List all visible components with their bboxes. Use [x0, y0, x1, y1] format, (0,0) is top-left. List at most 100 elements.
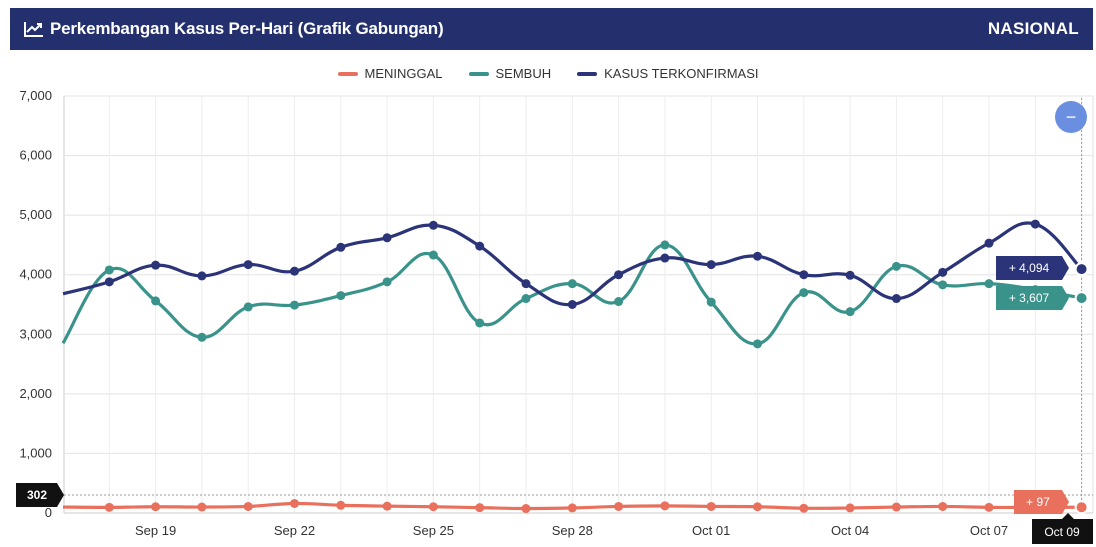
data-point-sembuh[interactable] — [1074, 291, 1089, 306]
crosshair-y-label: 302 — [16, 483, 64, 508]
data-point-sembuh[interactable] — [428, 250, 438, 260]
data-point-kasus-terkonfirmasi[interactable] — [614, 270, 624, 280]
data-point-sembuh[interactable] — [891, 261, 901, 271]
data-point-meninggal[interactable] — [614, 501, 624, 511]
data-point-meninggal[interactable] — [382, 501, 392, 511]
data-point-sembuh[interactable] — [521, 294, 531, 304]
data-point-meninggal[interactable] — [521, 504, 531, 514]
data-point-sembuh[interactable] — [151, 296, 161, 306]
data-point-sembuh[interactable] — [753, 339, 762, 349]
data-point-meninggal[interactable] — [104, 502, 114, 512]
data-point-kasus-terkonfirmasi[interactable] — [336, 242, 346, 252]
data-point-kasus-terkonfirmasi[interactable] — [197, 271, 207, 281]
data-point-kasus-terkonfirmasi[interactable] — [1030, 219, 1040, 229]
tooltip-kasus-terkonfirmasi: + 4,094 — [996, 256, 1069, 280]
data-point-kasus-terkonfirmasi[interactable] — [1074, 262, 1089, 277]
data-point-meninggal[interactable] — [475, 503, 485, 513]
data-point-meninggal[interactable] — [290, 498, 299, 508]
data-point-kasus-terkonfirmasi[interactable] — [938, 267, 948, 277]
data-point-sembuh[interactable] — [336, 291, 346, 301]
tooltip-kasus-terkonfirmasi-text: + 4,094 — [1009, 261, 1050, 275]
legend-label-meninggal: MENINGGAL — [364, 66, 443, 81]
data-point-kasus-terkonfirmasi[interactable] — [104, 277, 114, 287]
crosshair-x-label: Oct 09 — [1032, 513, 1093, 544]
legend-item-sembuh[interactable]: SEMBUH — [468, 66, 551, 81]
data-point-meninggal[interactable] — [984, 502, 994, 512]
data-point-sembuh[interactable] — [660, 240, 670, 250]
data-point-sembuh[interactable] — [104, 265, 114, 275]
zoom-out-button[interactable]: − — [1055, 101, 1087, 133]
tooltip-sembuh: + 3,607 — [996, 286, 1069, 310]
data-point-meninggal[interactable] — [706, 501, 716, 511]
data-point-sembuh[interactable] — [290, 300, 299, 310]
legend-label-kasus-terkonfirmasi: KASUS TERKONFIRMASI — [604, 66, 759, 81]
legend-swatch-kasus-terkonfirmasi — [577, 71, 598, 76]
y-tick-label: 3,000 — [19, 326, 52, 341]
data-point-sembuh[interactable] — [984, 279, 994, 289]
data-point-meninggal[interactable] — [567, 503, 577, 513]
region-label: NASIONAL — [987, 19, 1079, 38]
zoom-out-circle[interactable] — [1055, 101, 1087, 133]
data-point-kasus-terkonfirmasi[interactable] — [428, 220, 438, 230]
data-point-meninggal[interactable] — [845, 503, 855, 513]
data-point-kasus-terkonfirmasi[interactable] — [660, 253, 670, 263]
data-point-sembuh[interactable] — [243, 302, 253, 312]
x-tick-label: Sep 25 — [413, 523, 454, 538]
legend-swatch-sembuh — [468, 71, 489, 76]
data-point-meninggal[interactable] — [243, 501, 253, 511]
data-point-kasus-terkonfirmasi[interactable] — [799, 270, 809, 280]
data-point-kasus-terkonfirmasi[interactable] — [984, 238, 994, 248]
data-point-kasus-terkonfirmasi[interactable] — [891, 294, 901, 304]
data-point-sembuh[interactable] — [475, 318, 485, 328]
data-point-meninggal[interactable] — [151, 502, 161, 512]
data-point-kasus-terkonfirmasi[interactable] — [475, 241, 485, 251]
data-point-sembuh[interactable] — [799, 288, 809, 298]
data-point-kasus-terkonfirmasi[interactable] — [567, 300, 577, 309]
crosshair-y-label-text: 302 — [27, 488, 47, 502]
legend-item-kasus-terkonfirmasi[interactable]: KASUS TERKONFIRMASI — [577, 66, 758, 81]
data-point-sembuh[interactable] — [567, 279, 577, 289]
data-point-meninggal[interactable] — [938, 501, 948, 511]
crosshair-y-label-box — [16, 483, 64, 508]
data-point-kasus-terkonfirmasi[interactable] — [521, 279, 531, 289]
data-point-meninggal[interactable] — [753, 502, 762, 512]
data-point-meninggal[interactable] — [197, 502, 207, 512]
data-point-sembuh[interactable] — [197, 332, 207, 342]
data-point-meninggal[interactable] — [660, 501, 670, 511]
data-point-sembuh[interactable] — [382, 277, 392, 287]
data-point-meninggal[interactable] — [428, 502, 438, 512]
data-point-kasus-terkonfirmasi[interactable] — [706, 260, 716, 270]
chart-legend: MENINGGAL SEMBUH KASUS TERKONFIRMASI — [0, 66, 1096, 81]
data-point-meninggal[interactable] — [891, 502, 901, 512]
data-point-sembuh[interactable] — [614, 297, 624, 307]
data-point-meninggal[interactable] — [799, 503, 809, 513]
data-point-kasus-terkonfirmasi[interactable] — [753, 251, 762, 261]
tooltip-sembuh-text: + 3,607 — [1009, 291, 1050, 305]
y-tick-label: 5,000 — [19, 207, 52, 222]
tooltip-meninggal-box — [1014, 490, 1069, 514]
data-point-meninggal[interactable] — [1074, 500, 1089, 515]
data-point-kasus-terkonfirmasi[interactable] — [243, 260, 253, 270]
legend-item-meninggal[interactable]: MENINGGAL — [337, 66, 443, 81]
y-tick-label: 7,000 — [19, 88, 52, 103]
legend-swatch-meninggal — [337, 71, 358, 76]
data-point-meninggal[interactable] — [336, 500, 346, 510]
tooltip-kasus-terkonfirmasi-box — [996, 256, 1069, 280]
data-point-sembuh[interactable] — [938, 280, 948, 290]
y-tick-label: 6,000 — [19, 148, 52, 163]
x-tick-label: Sep 22 — [274, 523, 315, 538]
tooltip-meninggal-text: + 97 — [1026, 495, 1050, 509]
line-chart-icon — [24, 21, 44, 37]
data-point-kasus-terkonfirmasi[interactable] — [151, 260, 161, 270]
data-point-kasus-terkonfirmasi[interactable] — [382, 233, 392, 243]
tooltip-sembuh-box — [996, 286, 1069, 310]
chart-title: Perkembangan Kasus Per-Hari (Grafik Gabu… — [50, 19, 444, 38]
chart-header: Perkembangan Kasus Per-Hari (Grafik Gabu… — [10, 8, 1093, 50]
data-point-sembuh[interactable] — [706, 297, 716, 307]
tooltip-meninggal: + 97 — [1014, 490, 1069, 514]
data-point-kasus-terkonfirmasi[interactable] — [845, 270, 855, 280]
y-tick-label: 2,000 — [19, 386, 52, 401]
data-point-kasus-terkonfirmasi[interactable] — [290, 266, 299, 276]
data-point-sembuh[interactable] — [845, 307, 855, 317]
